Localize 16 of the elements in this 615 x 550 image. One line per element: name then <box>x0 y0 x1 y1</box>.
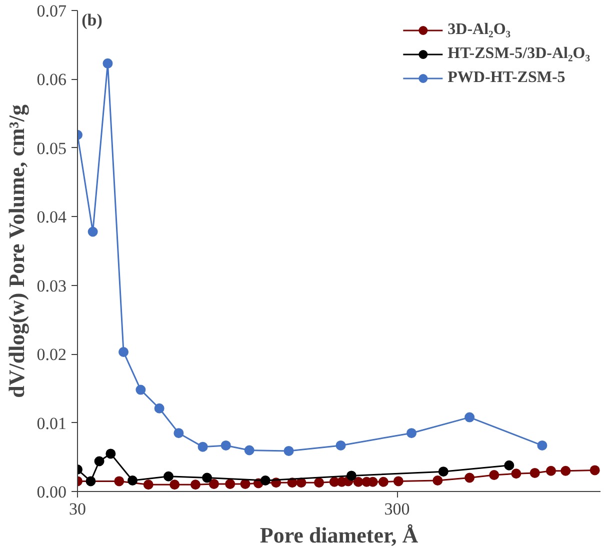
x-tick-label: 30 <box>69 500 86 518</box>
legend-label: HT-ZSM-5/3D-Al₂O₃ <box>448 45 590 63</box>
y-tick-label: 0.03 <box>36 276 66 296</box>
legend-label: PWD-HT-ZSM-5 <box>448 69 566 87</box>
y-tick-label: 0.02 <box>36 345 66 364</box>
y-axis-title: dV/dlog(w) Pore Volume, cm³/g <box>4 104 29 398</box>
y-tick-label: 0.04 <box>36 208 67 227</box>
y-tick-label: 0.06 <box>36 70 66 90</box>
legend-label: 3D-Al₂O₃ <box>448 21 511 39</box>
y-tick-label: 0.01 <box>36 414 66 433</box>
y-tick-label: 0.07 <box>36 2 67 20</box>
y-tick-label: 0.00 <box>36 482 66 502</box>
annotation: (b) <box>82 10 102 30</box>
y-tick-label: 0.05 <box>36 138 66 158</box>
x-tick-label: 300 <box>384 500 410 518</box>
x-axis-title: Pore diameter, Å <box>260 522 418 548</box>
